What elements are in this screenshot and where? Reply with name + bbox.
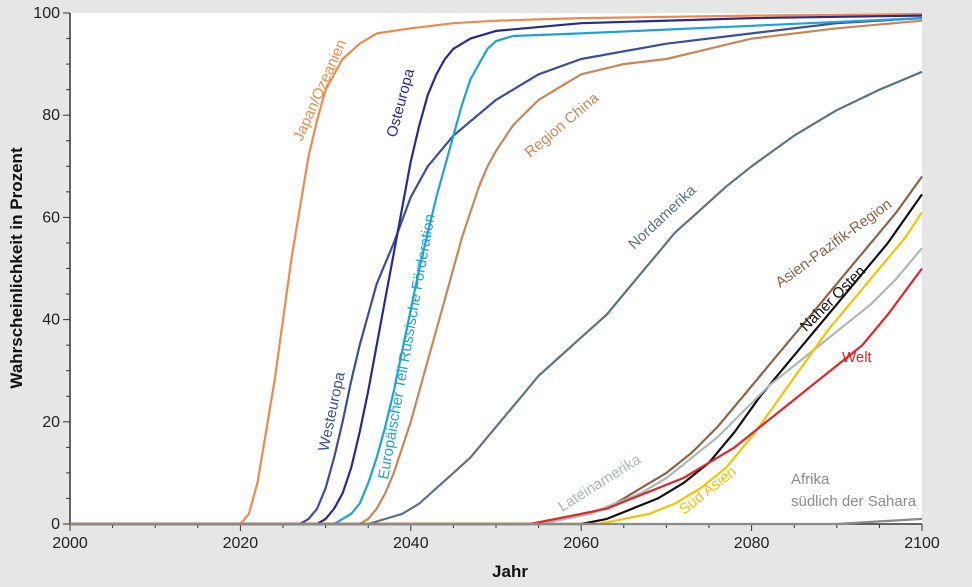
x-axis-title: Jahr	[492, 562, 528, 581]
series-line-naher-osten	[70, 193, 923, 526]
y-tick-label: 80	[42, 107, 60, 124]
series-line-westeuropa	[70, 17, 923, 526]
x-tick-label: 2040	[393, 535, 429, 552]
series-line-osteuropa	[70, 14, 923, 526]
series-label-s-dlich-der-sahara: südlich der Sahara	[791, 493, 917, 510]
x-tick-label: 2060	[563, 535, 599, 552]
series-label-welt: Welt	[842, 349, 873, 366]
series-line-welt	[70, 267, 923, 526]
y-tick-label: 100	[33, 5, 60, 22]
series-line-s-d-asien	[70, 211, 923, 526]
x-tick-label: 2000	[52, 535, 88, 552]
series-line-lateinamerika	[70, 247, 923, 526]
x-tick-label: 2100	[904, 535, 940, 552]
series-line-nordamerika	[70, 70, 923, 526]
series-line-europ-ischer-teil-russische-f-rderation	[70, 17, 923, 526]
y-axis-title: Wahrscheinlichkeit in Prozent	[7, 147, 26, 389]
series-lines	[70, 12, 923, 526]
x-tick-label: 2020	[223, 535, 259, 552]
series-line-region-china	[70, 19, 923, 526]
plot-area	[70, 13, 922, 524]
series-line-japan-ozeanien	[70, 12, 923, 526]
y-tick-label: 40	[42, 312, 60, 329]
series-line-afrika-s-dlich-der-sahara	[70, 517, 923, 526]
y-tick-label: 0	[51, 516, 60, 533]
x-tick-label: 2080	[734, 535, 770, 552]
y-tick-label: 60	[42, 209, 60, 226]
y-tick-label: 20	[42, 414, 60, 431]
series-label-afrika: Afrika	[791, 471, 830, 488]
